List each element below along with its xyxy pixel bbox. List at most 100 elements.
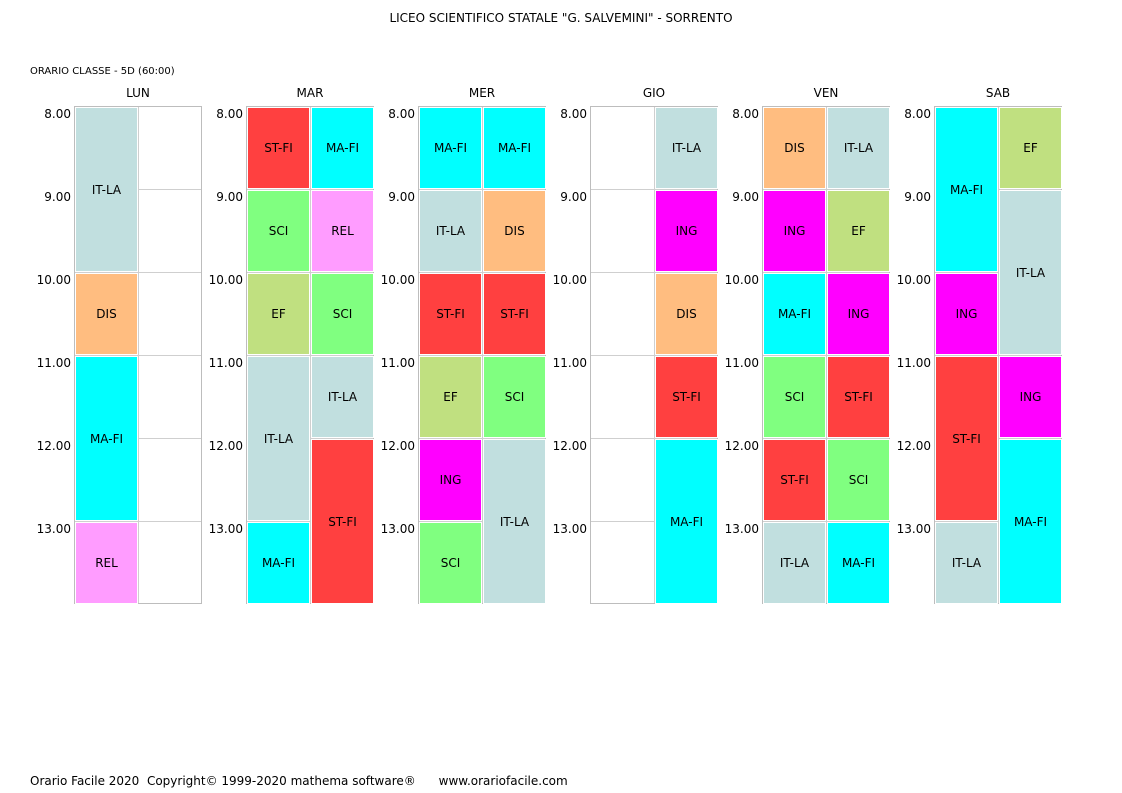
footer-copyright: Orario Facile 2020 Copyright© 1999-2020 … <box>30 774 568 788</box>
day-header: GIO <box>642 86 666 100</box>
time-label: 9.00 <box>388 190 415 204</box>
time-label: 9.00 <box>560 190 587 204</box>
time-label: 13.00 <box>380 522 415 536</box>
time-label: 8.00 <box>388 107 415 121</box>
lesson-it-la: IT-LA <box>247 356 310 521</box>
time-label: 8.00 <box>904 107 931 121</box>
lesson-ef: EF <box>827 190 890 272</box>
lesson-st-fi: ST-FI <box>419 273 482 355</box>
time-label: 11.00 <box>380 356 415 370</box>
time-label: 13.00 <box>36 522 71 536</box>
lesson-dis: DIS <box>483 190 546 272</box>
lesson-ma-fi: MA-FI <box>655 439 718 604</box>
lesson-dis: DIS <box>763 107 826 189</box>
time-label: 10.00 <box>724 273 759 287</box>
lesson-st-fi: ST-FI <box>247 107 310 189</box>
time-label: 11.00 <box>36 356 71 370</box>
day-grid: MA-FI EF IT-LA ING ST-FI ING MA-FI IT-LA <box>934 106 1062 604</box>
lesson-ef: EF <box>999 107 1062 189</box>
lesson-st-fi: ST-FI <box>483 273 546 355</box>
time-label: 11.00 <box>896 356 931 370</box>
lesson-ing: ING <box>763 190 826 272</box>
lesson-it-la: IT-LA <box>655 107 718 189</box>
lesson-it-la: IT-LA <box>483 439 546 604</box>
lesson-rel: REL <box>311 190 374 272</box>
lesson-sci: SCI <box>419 522 482 604</box>
time-label: 11.00 <box>208 356 243 370</box>
lesson-rel: REL <box>75 522 138 604</box>
lesson-sci: SCI <box>311 273 374 355</box>
day-grid: IT-LA ING DIS ST-FI MA-FI <box>590 106 718 604</box>
lesson-st-fi: ST-FI <box>827 356 890 438</box>
grid-column-line <box>826 107 827 603</box>
day-grid: ST-FI MA-FI SCI REL EF SCI IT-LA IT-LA ST-FI MA-F… <box>246 106 374 604</box>
time-label: 8.00 <box>216 107 243 121</box>
time-label: 12.00 <box>380 439 415 453</box>
time-label: 10.00 <box>896 273 931 287</box>
lesson-ef: EF <box>247 273 310 355</box>
lesson-dis: DIS <box>75 273 138 355</box>
time-label: 13.00 <box>896 522 931 536</box>
lesson-it-la: IT-LA <box>999 190 1062 355</box>
school-title: LICEO SCIENTIFICO STATALE "G. SALVEMINI"… <box>389 11 733 25</box>
lesson-sci: SCI <box>247 190 310 272</box>
lesson-sci: SCI <box>763 356 826 438</box>
lesson-ma-fi: MA-FI <box>999 439 1062 604</box>
day-grid: MA-FI MA-FI IT-LA DIS ST-FI ST-FI EF SCI ING IT-L… <box>418 106 546 604</box>
grid-column-line <box>310 107 311 603</box>
time-label: 9.00 <box>44 190 71 204</box>
lesson-ma-fi: MA-FI <box>247 522 310 604</box>
time-label: 11.00 <box>724 356 759 370</box>
day-header: VEN <box>813 86 839 100</box>
time-label: 12.00 <box>208 439 243 453</box>
lesson-ma-fi: MA-FI <box>763 273 826 355</box>
lesson-it-la: IT-LA <box>75 107 138 272</box>
lesson-ma-fi: MA-FI <box>935 107 998 272</box>
day-header: LUN <box>126 86 150 100</box>
time-label: 8.00 <box>732 107 759 121</box>
time-label: 9.00 <box>216 190 243 204</box>
grid-column-line <box>138 107 139 603</box>
lesson-ma-fi: MA-FI <box>419 107 482 189</box>
lesson-ing: ING <box>999 356 1062 438</box>
lesson-it-la: IT-LA <box>311 356 374 438</box>
time-label: 12.00 <box>36 439 71 453</box>
day-header: SAB <box>985 86 1011 100</box>
lesson-st-fi: ST-FI <box>763 439 826 521</box>
lesson-it-la: IT-LA <box>935 522 998 604</box>
time-label: 10.00 <box>552 273 587 287</box>
lesson-it-la: IT-LA <box>763 522 826 604</box>
time-label: 12.00 <box>896 439 931 453</box>
lesson-dis: DIS <box>655 273 718 355</box>
lesson-ing: ING <box>655 190 718 272</box>
lesson-ma-fi: MA-FI <box>827 522 890 604</box>
lesson-ing: ING <box>419 439 482 521</box>
time-label: 8.00 <box>44 107 71 121</box>
lesson-sci: SCI <box>827 439 890 521</box>
time-label: 13.00 <box>724 522 759 536</box>
grid-column-line <box>998 107 999 603</box>
time-label: 10.00 <box>380 273 415 287</box>
day-grid: IT-LA DIS MA-FI REL <box>74 106 202 604</box>
time-label: 13.00 <box>208 522 243 536</box>
time-label: 12.00 <box>724 439 759 453</box>
lesson-ma-fi: MA-FI <box>483 107 546 189</box>
day-header: MER <box>468 86 496 100</box>
lesson-st-fi: ST-FI <box>311 439 374 604</box>
lesson-it-la: IT-LA <box>827 107 890 189</box>
grid-column-line <box>654 107 655 603</box>
lesson-ing: ING <box>935 273 998 355</box>
lesson-it-la: IT-LA <box>419 190 482 272</box>
day-grid: DIS IT-LA ING EF MA-FI ING SCI ST-FI ST-FI SCI IT-… <box>762 106 890 604</box>
time-label: 11.00 <box>552 356 587 370</box>
lesson-st-fi: ST-FI <box>655 356 718 438</box>
time-label: 12.00 <box>552 439 587 453</box>
day-header: MAR <box>296 86 324 100</box>
lesson-ing: ING <box>827 273 890 355</box>
grid-column-line <box>482 107 483 603</box>
lesson-sci: SCI <box>483 356 546 438</box>
time-label: 13.00 <box>552 522 587 536</box>
lesson-st-fi: ST-FI <box>935 356 998 521</box>
time-label: 10.00 <box>208 273 243 287</box>
lesson-ef: EF <box>419 356 482 438</box>
